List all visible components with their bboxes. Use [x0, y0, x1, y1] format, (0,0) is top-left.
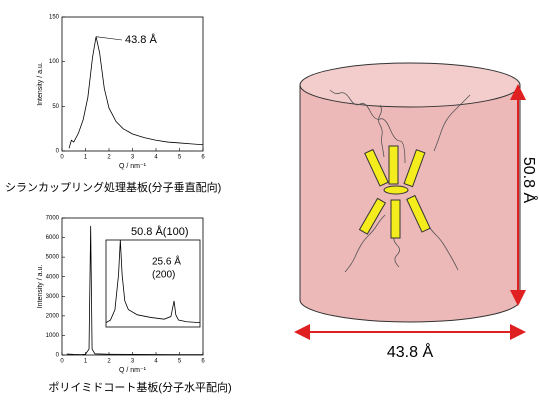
- y-tick-label: 0: [56, 149, 60, 155]
- y-tick-label: 6000: [46, 235, 60, 241]
- data-line: [69, 37, 203, 149]
- caption: ポリイミドコート基板(分子水平配向): [48, 380, 231, 394]
- y-axis-label: Intensity / a.u.: [37, 265, 44, 309]
- y-tick-label: 2000: [46, 313, 60, 319]
- y-tick-label: 3000: [46, 294, 60, 300]
- x-tick-label: 1: [84, 155, 88, 161]
- x-tick-label: 5: [178, 155, 182, 161]
- annotation: 50.8 Å(100): [131, 225, 188, 238]
- x-tick-label: 1: [84, 359, 88, 365]
- x-tick-label: 0: [60, 359, 64, 365]
- x-tick-label: 3: [131, 359, 135, 365]
- y-tick-label: 0: [56, 353, 60, 359]
- width-label: 43.8 Å: [387, 342, 434, 361]
- x-tick-label: 4: [154, 359, 158, 365]
- y-tick-label: 5000: [46, 255, 60, 261]
- y-tick-label: 100: [49, 59, 60, 65]
- x-tick-label: 3: [131, 155, 135, 161]
- annotation: 43.8 Å: [125, 33, 157, 46]
- x-axis-label: Q / nm⁻¹: [119, 367, 147, 374]
- x-tick-label: 2: [107, 155, 111, 161]
- x-tick-label: 2: [107, 359, 111, 365]
- y-tick-label: 4000: [46, 274, 60, 280]
- x-axis-label: Q / nm⁻¹: [119, 163, 147, 170]
- x-tick-label: 6: [201, 359, 205, 365]
- y-tick-label: 50: [52, 104, 59, 110]
- y-tick-label: 150: [49, 15, 60, 21]
- plot-frame: [106, 240, 200, 327]
- y-tick-label: 7000: [46, 216, 60, 222]
- x-tick-label: 0: [60, 155, 64, 161]
- figure: 0123456050100150Q / nm⁻¹Intensity / a.u.…: [0, 0, 539, 398]
- height-label: 50.8 Å: [520, 157, 539, 204]
- annotation: (200): [152, 270, 175, 281]
- cylinder-diagram: 50.8 Å 43.8 Å: [300, 63, 539, 361]
- x-tick-label: 4: [154, 155, 158, 161]
- x-tick-label: 6: [201, 155, 205, 161]
- annotation-leader: [96, 37, 122, 40]
- x-tick-label: 5: [178, 359, 182, 365]
- caption: シランカップリング処理基板(分子垂直配向): [5, 180, 221, 194]
- y-axis-label: Intensity / a.u.: [37, 62, 44, 106]
- annotation: 25.6 Å: [152, 255, 181, 268]
- y-tick-label: 1000: [46, 333, 60, 339]
